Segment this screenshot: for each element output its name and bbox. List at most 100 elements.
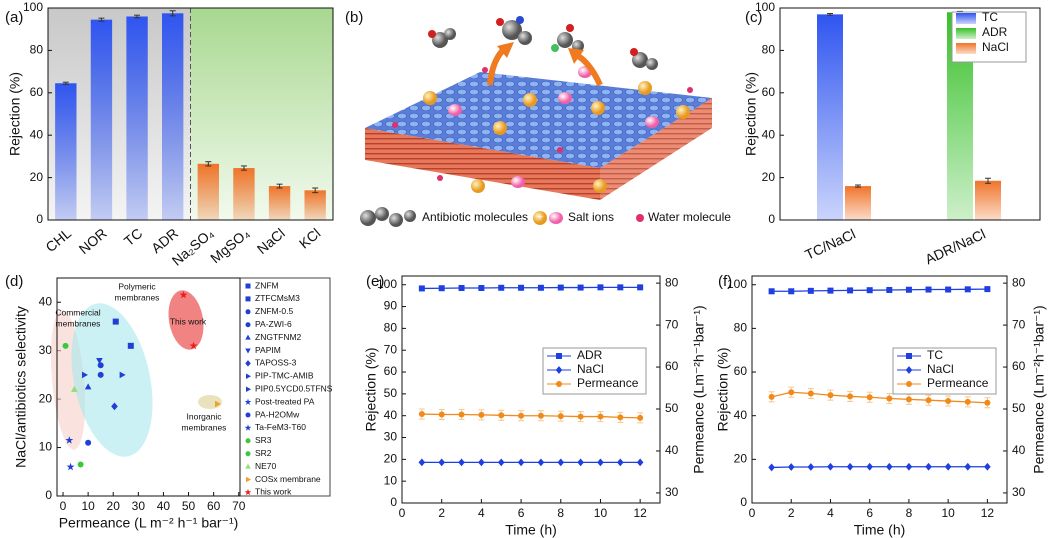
marker (458, 458, 465, 467)
y-tick-label: 20 (384, 452, 398, 466)
marker (418, 285, 425, 292)
x-tick-label: 12 (981, 506, 995, 520)
y-tick-label: 90 (384, 299, 398, 313)
legend-label: PA-H2OMw (255, 409, 300, 419)
marker (847, 393, 854, 400)
x-tick-label: 0 (399, 506, 406, 520)
marker (112, 318, 119, 325)
x-tick-label: MgSO₄ (207, 225, 252, 267)
annotation: membranes (182, 422, 227, 432)
y-tick-label: 40 (30, 127, 44, 141)
marker (244, 398, 252, 405)
legend-label: Water molecule (648, 210, 731, 224)
marker (438, 285, 445, 292)
y-tick-label: 60 (734, 364, 748, 378)
x-tick-label: 50 (182, 499, 196, 513)
legend-swatch (956, 28, 976, 39)
membrane-side (600, 98, 712, 200)
y-tick-label: 0 (740, 495, 747, 509)
x-tick-label: 10 (941, 506, 955, 520)
marker (886, 395, 893, 402)
y-tick-label: 10 (39, 440, 53, 454)
legend-label: NE70 (255, 461, 277, 471)
y-tick-label: 40 (734, 408, 748, 422)
series-line (771, 466, 988, 469)
marker (245, 283, 251, 289)
marker (498, 412, 505, 419)
bar (233, 168, 255, 220)
y-tick-label: 10 (384, 473, 398, 487)
y-tick-label: 80 (384, 321, 398, 335)
marker (866, 394, 873, 401)
marker (637, 284, 644, 291)
x-tick-label: CHL (42, 225, 74, 255)
x-tick-label: 6 (866, 506, 873, 520)
legend-swatch (956, 13, 976, 24)
marker (847, 287, 854, 294)
marker (84, 383, 92, 390)
marker (906, 381, 912, 387)
marker (557, 413, 564, 420)
bar (817, 14, 843, 220)
region (198, 395, 222, 409)
marker (577, 413, 584, 420)
y2-axis-label: Permeance (Lm⁻²h⁻¹bar⁻¹) (691, 305, 707, 473)
marker (905, 286, 912, 293)
y2-tick-label: 40 (1012, 443, 1026, 457)
marker (556, 381, 562, 387)
marker (62, 342, 69, 349)
marker (244, 424, 252, 431)
marker (597, 284, 604, 291)
marker (577, 284, 584, 291)
marker (945, 286, 952, 293)
marker (478, 411, 485, 418)
marker (617, 284, 624, 291)
marker (518, 284, 525, 291)
marker (637, 414, 644, 421)
annotation: Polymeric (118, 281, 156, 291)
marker (768, 463, 775, 472)
legend-label: PAPIM (255, 345, 281, 355)
marker (77, 461, 84, 468)
y-tick-label: 0 (36, 212, 43, 226)
marker (245, 322, 251, 328)
legend-label: ZNGTFNM2 (255, 332, 302, 342)
x-tick-label: 30 (132, 499, 146, 513)
legend-label: Salt ions (568, 210, 614, 224)
legend-label: PA-ZWI-6 (255, 319, 292, 329)
marker (964, 462, 972, 471)
y-axis-label: Rejection (%) (715, 347, 731, 431)
marker (438, 458, 445, 467)
y-axis-label: Rejection (%) (363, 347, 379, 431)
series-line (771, 391, 988, 404)
region (71, 303, 153, 457)
legend-label: COSx membrane (255, 474, 321, 484)
legend-label: PIP0.5YCD0.5TFNS (255, 383, 333, 393)
marker (846, 462, 854, 471)
x-tick-label: ADR/NaCl (923, 226, 988, 268)
x-axis-label: Time (h) (854, 522, 906, 538)
legend-label: This work (255, 487, 292, 497)
marker (498, 284, 505, 291)
marker (215, 400, 222, 408)
error-bar (134, 14, 141, 19)
error-bar (98, 17, 105, 22)
y2-tick-label: 60 (665, 359, 679, 373)
error-bar (855, 184, 861, 188)
marker (945, 398, 952, 405)
y-tick-label: 20 (30, 170, 44, 184)
x-tick-label: 20 (107, 499, 121, 513)
legend-label: ZNFM (255, 280, 279, 290)
legend-label: TC (927, 348, 943, 362)
x-tick-label: 0 (749, 506, 756, 520)
marker (925, 286, 932, 293)
y-tick-label: 100 (727, 277, 747, 291)
marker (577, 458, 584, 467)
y-tick-label: 80 (30, 43, 44, 57)
bar (90, 19, 113, 220)
x-tick-label: 8 (557, 506, 564, 520)
x-tick-label: 70 (232, 499, 246, 513)
marker (244, 488, 252, 496)
marker (984, 399, 991, 406)
